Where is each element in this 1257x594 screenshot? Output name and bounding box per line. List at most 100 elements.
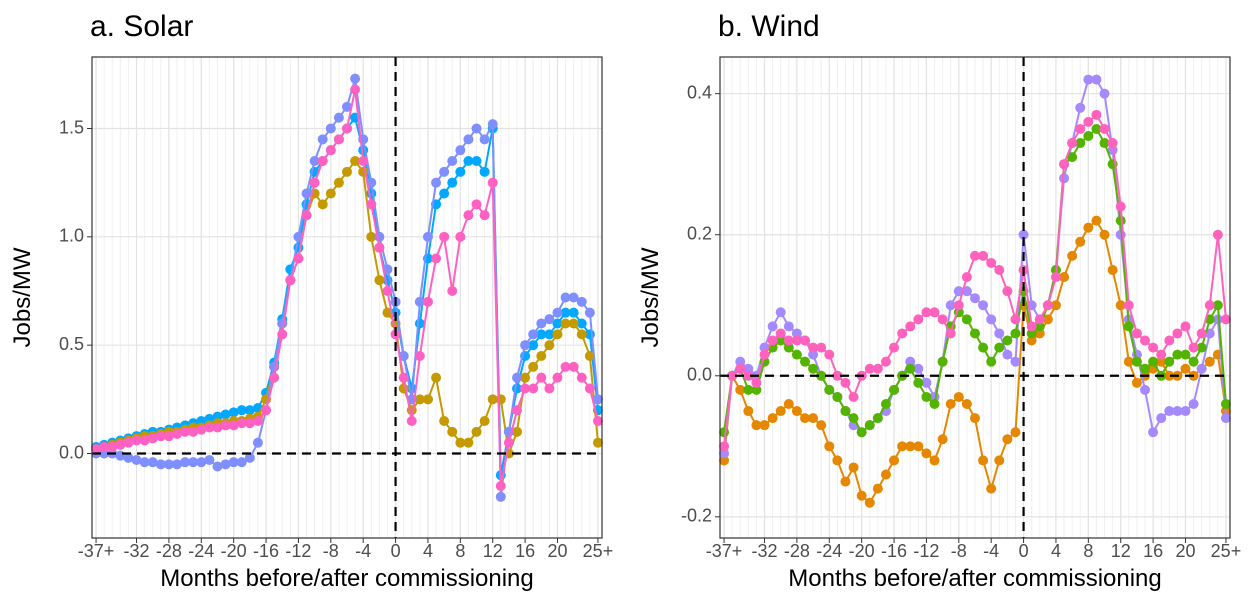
data-point: [1212, 300, 1223, 311]
x-tick-label: 0: [391, 541, 401, 561]
data-point: [1059, 173, 1070, 184]
data-point: [342, 166, 352, 177]
data-point: [431, 372, 442, 383]
data-point: [131, 455, 142, 465]
data-point: [921, 391, 932, 402]
data-point: [1212, 314, 1223, 325]
x-tick-label: 20: [1175, 541, 1195, 561]
data-point: [1042, 300, 1053, 311]
data-point: [163, 459, 174, 470]
data-point: [735, 356, 746, 367]
data-point: [342, 101, 352, 112]
x-tick-label: -28: [784, 541, 810, 561]
data-point: [592, 437, 603, 448]
data-point: [487, 394, 498, 405]
data-point: [1220, 398, 1231, 409]
data-point: [568, 292, 579, 303]
data-point: [1164, 335, 1175, 346]
data-point: [775, 307, 786, 318]
data-point: [840, 476, 851, 487]
x-axis-label: Months before/after commissioning: [788, 565, 1162, 592]
data-point: [1067, 138, 1078, 149]
data-point: [1180, 349, 1191, 360]
data-point: [479, 416, 490, 426]
x-tick-label: 25+: [1211, 541, 1242, 561]
data-point: [552, 318, 563, 329]
data-point: [783, 321, 794, 332]
x-tick-label: -8: [951, 541, 967, 561]
data-point: [1067, 152, 1078, 163]
y-tick-label: 0.0: [687, 365, 712, 385]
data-point: [1050, 272, 1061, 283]
data-point: [163, 431, 174, 442]
data-point: [277, 318, 288, 329]
data-point: [1010, 356, 1021, 367]
data-point: [1123, 300, 1134, 311]
x-tick-label: 0: [1019, 541, 1029, 561]
data-point: [366, 231, 377, 242]
data-point: [791, 349, 802, 360]
data-point: [905, 441, 916, 452]
data-point: [994, 455, 1005, 466]
data-point: [808, 413, 819, 424]
data-point: [848, 462, 859, 473]
data-point: [584, 383, 595, 394]
data-point: [1075, 102, 1086, 113]
data-point: [204, 422, 215, 433]
data-point: [1026, 321, 1037, 332]
data-point: [743, 406, 754, 417]
data-point: [91, 444, 102, 455]
data-point: [503, 437, 514, 448]
data-point: [1196, 328, 1207, 339]
data-point: [576, 372, 587, 383]
data-point: [1156, 356, 1167, 367]
data-point: [414, 351, 425, 361]
data-point: [463, 156, 474, 166]
data-point: [180, 426, 191, 437]
data-point: [325, 188, 336, 199]
data-point: [123, 452, 134, 463]
data-point: [1123, 356, 1134, 367]
data-point: [816, 420, 827, 431]
data-point: [333, 112, 344, 123]
data-point: [123, 437, 134, 448]
x-tick-label: -20: [849, 541, 875, 561]
data-point: [520, 372, 531, 383]
data-point: [994, 342, 1005, 353]
data-point: [576, 318, 587, 329]
data-point: [1050, 300, 1061, 311]
data-point: [560, 307, 571, 318]
y-tick-label: 0.4: [687, 82, 712, 102]
x-tick-label: -28: [156, 541, 182, 561]
data-point: [1075, 236, 1086, 247]
data-point: [808, 349, 819, 360]
data-point: [592, 394, 603, 405]
data-point: [1115, 201, 1126, 212]
data-point: [155, 459, 166, 470]
data-point: [1172, 349, 1183, 360]
data-point: [1002, 434, 1013, 445]
data-point: [431, 177, 442, 188]
data-point: [439, 188, 450, 199]
data-point: [188, 457, 199, 468]
data-point: [236, 457, 247, 468]
y-axis-label: Jobs/MW: [9, 247, 36, 347]
data-point: [172, 459, 182, 470]
data-point: [236, 418, 247, 429]
data-point: [824, 441, 835, 452]
data-point: [204, 455, 215, 465]
data-point: [1034, 314, 1045, 325]
data-point: [970, 328, 980, 339]
data-point: [422, 231, 433, 242]
data-point: [528, 383, 539, 394]
data-point: [791, 328, 802, 339]
data-point: [455, 145, 466, 156]
data-point: [220, 459, 231, 470]
data-point: [325, 145, 336, 156]
data-point: [350, 73, 361, 84]
x-tick-label: -12: [913, 541, 939, 561]
data-point: [544, 314, 555, 325]
data-point: [856, 490, 867, 501]
data-point: [986, 314, 997, 325]
data-point: [1010, 427, 1021, 438]
